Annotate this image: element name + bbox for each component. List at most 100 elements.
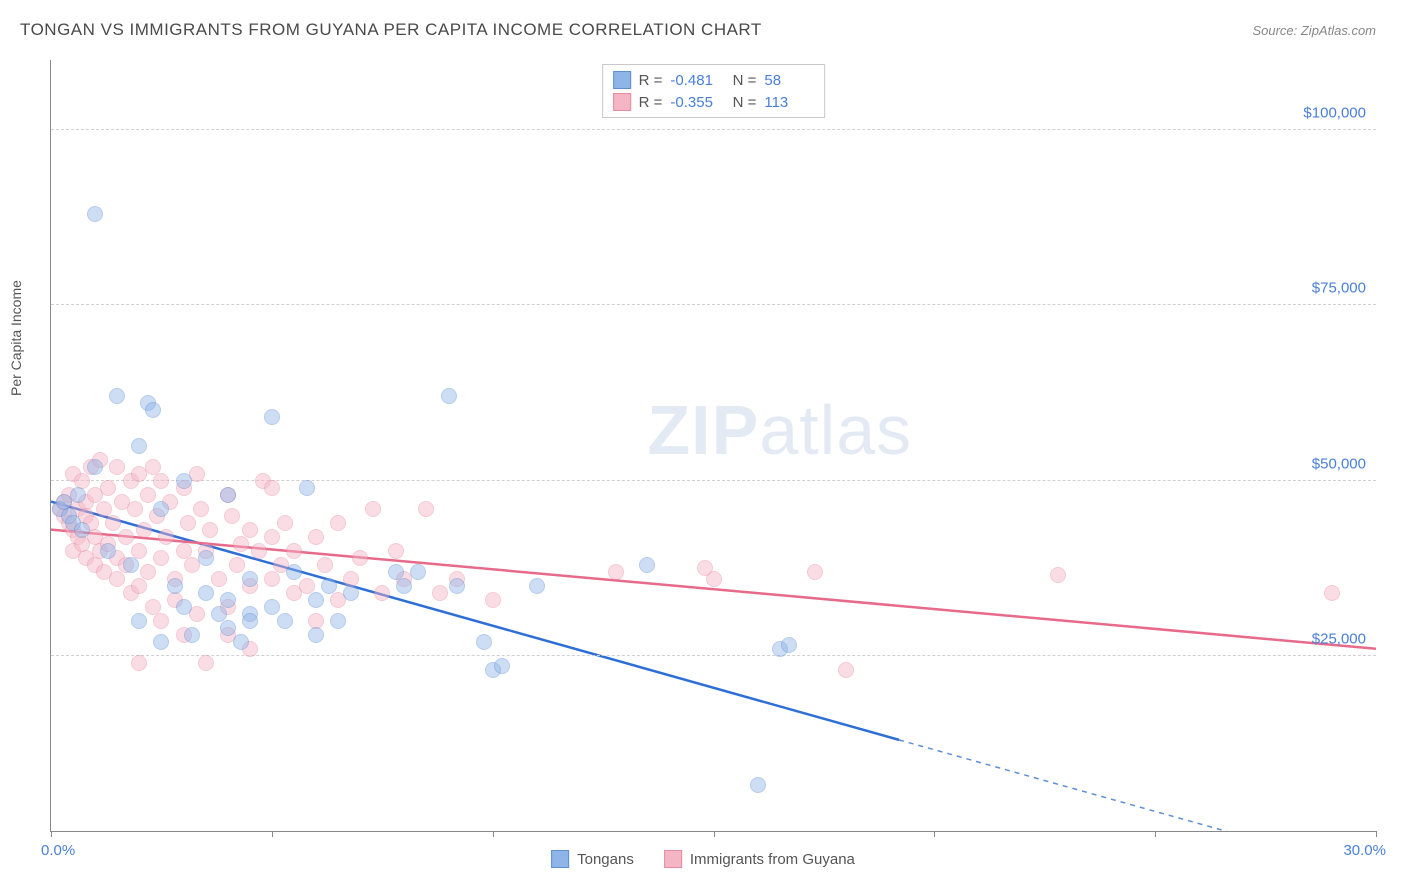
- legend-stats: R = -0.481 N = 58 R = -0.355 N = 113: [602, 64, 826, 118]
- data-point: [251, 543, 267, 559]
- watermark-bold: ZIP: [647, 391, 759, 469]
- data-point: [388, 543, 404, 559]
- data-point: [220, 487, 236, 503]
- data-point: [109, 571, 125, 587]
- x-tick: [51, 831, 52, 837]
- data-point: [109, 388, 125, 404]
- data-point: [264, 480, 280, 496]
- data-point: [277, 515, 293, 531]
- data-point: [131, 438, 147, 454]
- data-point: [608, 564, 624, 580]
- data-point: [242, 613, 258, 629]
- data-point: [330, 515, 346, 531]
- y-tick-label: $75,000: [1312, 280, 1366, 297]
- data-point: [220, 592, 236, 608]
- x-tick: [272, 831, 273, 837]
- data-point: [441, 388, 457, 404]
- y-tick-label: $25,000: [1312, 630, 1366, 647]
- data-point: [807, 564, 823, 580]
- data-point: [74, 522, 90, 538]
- data-point: [299, 480, 315, 496]
- gridline: [51, 304, 1376, 305]
- data-point: [176, 473, 192, 489]
- data-point: [153, 613, 169, 629]
- data-point: [1050, 567, 1066, 583]
- gridline: [51, 129, 1376, 130]
- data-point: [264, 529, 280, 545]
- data-point: [343, 585, 359, 601]
- trend-lines-layer: [51, 60, 1376, 831]
- data-point: [229, 557, 245, 573]
- data-point: [286, 564, 302, 580]
- data-point: [449, 578, 465, 594]
- legend-item: Immigrants from Guyana: [664, 850, 855, 868]
- x-tick: [934, 831, 935, 837]
- stat-n-value: 113: [764, 94, 814, 111]
- stat-n-label: N =: [728, 94, 756, 111]
- data-point: [264, 571, 280, 587]
- data-point: [330, 613, 346, 629]
- data-point: [167, 578, 183, 594]
- data-point: [308, 529, 324, 545]
- data-point: [87, 459, 103, 475]
- legend-stat-row: R = -0.355 N = 113: [613, 91, 815, 113]
- data-point: [198, 550, 214, 566]
- data-point: [180, 515, 196, 531]
- data-point: [140, 564, 156, 580]
- stat-r-value: -0.481: [670, 72, 720, 89]
- trend-line-extrapolated: [899, 740, 1376, 831]
- data-point: [70, 487, 86, 503]
- data-point: [211, 571, 227, 587]
- data-point: [308, 592, 324, 608]
- data-point: [418, 501, 434, 517]
- data-point: [317, 557, 333, 573]
- data-point: [145, 402, 161, 418]
- trend-line: [51, 502, 899, 740]
- data-point: [233, 536, 249, 552]
- chart-title: TONGAN VS IMMIGRANTS FROM GUYANA PER CAP…: [20, 20, 762, 40]
- legend-label: Tongans: [577, 851, 634, 868]
- legend-item: Tongans: [551, 850, 634, 868]
- data-point: [410, 564, 426, 580]
- data-point: [100, 480, 116, 496]
- data-point: [100, 543, 116, 559]
- data-point: [118, 529, 134, 545]
- stat-r-value: -0.355: [670, 94, 720, 111]
- chart-header: TONGAN VS IMMIGRANTS FROM GUYANA PER CAP…: [0, 0, 1406, 50]
- stat-n-label: N =: [728, 72, 756, 89]
- data-point: [127, 501, 143, 517]
- stat-n-value: 58: [764, 72, 814, 89]
- data-point: [109, 459, 125, 475]
- data-point: [264, 599, 280, 615]
- legend-swatch: [664, 850, 682, 868]
- stat-r-label: R =: [639, 94, 663, 111]
- data-point: [639, 557, 655, 573]
- data-point: [153, 550, 169, 566]
- data-point: [233, 634, 249, 650]
- data-point: [396, 578, 412, 594]
- data-point: [476, 634, 492, 650]
- data-point: [781, 637, 797, 653]
- data-point: [432, 585, 448, 601]
- y-tick-label: $50,000: [1312, 455, 1366, 472]
- data-point: [1324, 585, 1340, 601]
- data-point: [365, 501, 381, 517]
- data-point: [494, 658, 510, 674]
- watermark: ZIPatlas: [647, 390, 912, 470]
- data-point: [224, 508, 240, 524]
- data-point: [140, 487, 156, 503]
- data-point: [153, 501, 169, 517]
- data-point: [176, 599, 192, 615]
- y-tick-label: $100,000: [1303, 105, 1366, 122]
- data-point: [131, 543, 147, 559]
- data-point: [87, 206, 103, 222]
- x-tick: [1155, 831, 1156, 837]
- legend-series: Tongans Immigrants from Guyana: [551, 850, 855, 868]
- x-axis-max-label: 30.0%: [1343, 842, 1386, 859]
- legend-swatch: [551, 850, 569, 868]
- x-tick: [714, 831, 715, 837]
- legend-swatch: [613, 93, 631, 111]
- data-point: [193, 501, 209, 517]
- data-point: [198, 585, 214, 601]
- stat-r-label: R =: [639, 72, 663, 89]
